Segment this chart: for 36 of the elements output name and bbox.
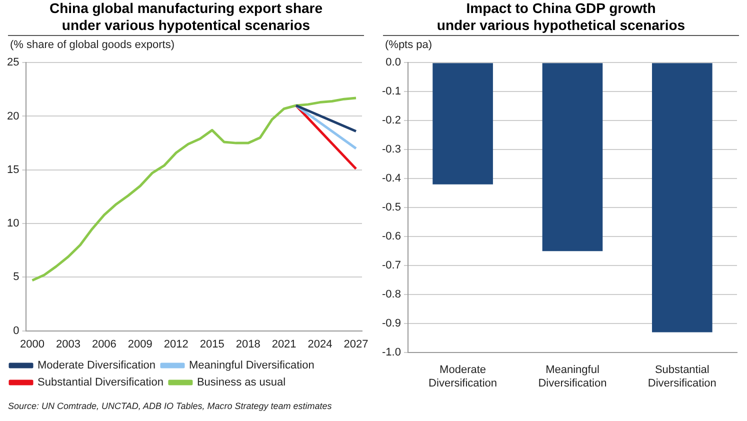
y-tick-label: 0.0 [386,56,401,69]
y-tick-label: 25 [6,56,20,69]
legend-label: Business as usual [196,376,286,389]
y-tick-label: -0.5 [382,202,401,214]
x-tick-label: 2009 [128,338,152,350]
x-tick-label: 2027 [344,338,368,350]
y-tick-label: 0 [13,324,20,337]
y-tick-label: 20 [6,110,20,122]
source-note: Source: UN Comtrade, UNCTAD, ADB IO Tables, Macro Strategy team estimates [8,401,332,411]
y-axis-title: (%pts pa) [385,39,434,53]
x-tick-label: Moderate Diversification [428,364,498,390]
y-tick-label: 15 [6,164,20,176]
x-tick-label: 2024 [308,338,332,350]
y-tick-label: 5 [13,271,20,284]
y-tick-label: -0.3 [382,144,401,156]
x-tick-label: 2018 [236,338,260,350]
chart-title: Impact to China GDP growth under various hypothetical scenarios [383,0,739,36]
x-tick-label: Substantial Diversification [648,364,716,390]
y-tick-label: -0.4 [382,172,401,185]
x-tick-label: Meaningful Diversification [538,364,607,390]
y-tick-label: -1.0 [382,346,401,359]
x-tick-label: 2012 [164,338,188,350]
x-tick-label: 2015 [200,338,224,350]
x-tick-label: 2021 [272,338,296,350]
y-axis-title: (% share of global goods exports) [10,39,176,53]
x-tick-label: 2000 [20,338,44,350]
y-tick-label: -0.7 [382,260,401,272]
y-tick-label: 10 [6,218,20,230]
y-tick-label: -0.9 [382,318,401,330]
y-tick-label: -0.2 [382,114,401,127]
y-tick-label: -0.1 [382,86,401,98]
chart-title: China global manufacturing export share under various hypotentical scenarios [8,0,364,36]
x-tick-label: 2003 [56,338,80,350]
y-tick-label: -0.6 [382,230,401,243]
x-tick-label: 2006 [92,338,116,350]
y-tick-label: -0.8 [382,288,401,301]
